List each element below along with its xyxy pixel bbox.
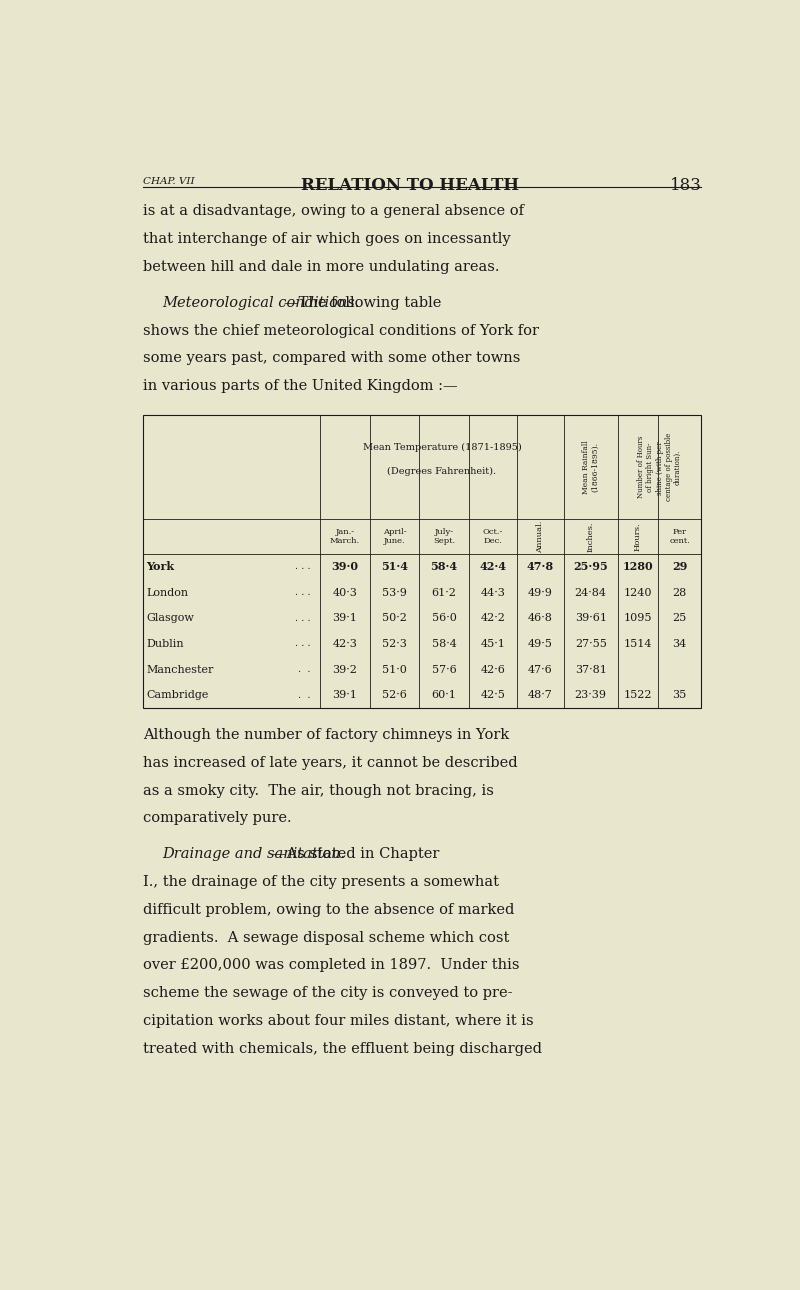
Text: 39·1: 39·1	[333, 613, 358, 623]
Text: Mean Rainfall
(1866-1895).: Mean Rainfall (1866-1895).	[582, 440, 599, 494]
Text: 39·1: 39·1	[333, 690, 358, 700]
Text: April-
June.: April- June.	[382, 528, 406, 546]
Text: . . .: . . .	[295, 562, 310, 571]
Text: 1514: 1514	[623, 639, 652, 649]
Text: cipitation works about four miles distant, where it is: cipitation works about four miles distan…	[143, 1014, 534, 1028]
Text: Jan.-
March.: Jan.- March.	[330, 528, 360, 546]
Text: 42·5: 42·5	[480, 690, 506, 700]
Text: 47·6: 47·6	[528, 664, 553, 675]
Text: .  .: . .	[298, 666, 310, 675]
Text: 34: 34	[673, 639, 687, 649]
Text: difficult problem, owing to the absence of marked: difficult problem, owing to the absence …	[143, 903, 514, 917]
Text: as a smoky city.  The air, though not bracing, is: as a smoky city. The air, though not bra…	[143, 783, 494, 797]
Text: 42·6: 42·6	[480, 664, 506, 675]
Text: 61·2: 61·2	[432, 588, 457, 597]
Text: 1280: 1280	[622, 561, 653, 573]
Text: . . .: . . .	[295, 640, 310, 649]
Text: Manchester: Manchester	[146, 664, 214, 675]
Text: has increased of late years, it cannot be described: has increased of late years, it cannot b…	[143, 756, 518, 770]
Text: 49·5: 49·5	[528, 639, 553, 649]
Text: gradients.  A sewage disposal scheme which cost: gradients. A sewage disposal scheme whic…	[143, 930, 510, 944]
Text: in various parts of the United Kingdom :—: in various parts of the United Kingdom :…	[143, 379, 458, 393]
Text: 27·55: 27·55	[574, 639, 606, 649]
Text: that interchange of air which goes on incessantly: that interchange of air which goes on in…	[143, 232, 511, 246]
Text: Glasgow: Glasgow	[146, 613, 194, 623]
Text: 52·3: 52·3	[382, 639, 407, 649]
Text: 56·0: 56·0	[432, 613, 457, 623]
Text: Per
cent.: Per cent.	[670, 528, 690, 546]
Text: CHAP. VII: CHAP. VII	[143, 177, 195, 186]
Text: 39·0: 39·0	[331, 561, 358, 573]
Text: .  .: . .	[298, 690, 310, 699]
Text: Drainage and sanitation.: Drainage and sanitation.	[162, 848, 345, 862]
Text: 37·81: 37·81	[574, 664, 606, 675]
Text: 58·4: 58·4	[432, 639, 457, 649]
Text: 25: 25	[673, 613, 687, 623]
Text: 39·61: 39·61	[574, 613, 606, 623]
Text: 44·3: 44·3	[480, 588, 506, 597]
Text: Number of Hours
of bright Sun-
shine (with per-
centage of possible
duration).: Number of Hours of bright Sun- shine (wi…	[637, 433, 682, 502]
Text: RELATION TO HEALTH: RELATION TO HEALTH	[301, 177, 519, 194]
Text: Mean Temperature (1871-1895): Mean Temperature (1871-1895)	[362, 442, 522, 451]
Text: 25·95: 25·95	[574, 561, 608, 573]
Text: 29: 29	[672, 561, 687, 573]
Text: Inches.: Inches.	[586, 521, 594, 552]
Text: 183: 183	[670, 177, 702, 194]
Text: Meteorological conditions.: Meteorological conditions.	[162, 295, 359, 310]
Text: July-
Sept.: July- Sept.	[433, 528, 455, 546]
Text: Dublin: Dublin	[146, 639, 184, 649]
Text: 1095: 1095	[623, 613, 652, 623]
Text: shows the chief meteorological conditions of York for: shows the chief meteorological condition…	[143, 324, 539, 338]
Text: Hours.: Hours.	[634, 522, 642, 551]
Text: 39·2: 39·2	[333, 664, 358, 675]
Text: 23·39: 23·39	[574, 690, 606, 700]
Text: —The following table: —The following table	[283, 295, 441, 310]
Text: Cambridge: Cambridge	[146, 690, 209, 700]
Text: 57·6: 57·6	[432, 664, 457, 675]
Text: 35: 35	[673, 690, 687, 700]
Text: Although the number of factory chimneys in York: Although the number of factory chimneys …	[143, 728, 510, 742]
Text: 40·3: 40·3	[333, 588, 358, 597]
Text: 1522: 1522	[623, 690, 652, 700]
Text: is at a disadvantage, owing to a general absence of: is at a disadvantage, owing to a general…	[143, 205, 525, 218]
Text: . . .: . . .	[295, 614, 310, 623]
Text: . . .: . . .	[295, 588, 310, 597]
Text: treated with chemicals, the effluent being discharged: treated with chemicals, the effluent bei…	[143, 1042, 542, 1055]
Text: Oct.-
Dec.: Oct.- Dec.	[482, 528, 503, 546]
Text: 60·1: 60·1	[432, 690, 457, 700]
Text: 45·1: 45·1	[480, 639, 506, 649]
Text: 50·2: 50·2	[382, 613, 407, 623]
Bar	[143, 415, 702, 708]
Text: I., the drainage of the city presents a somewhat: I., the drainage of the city presents a …	[143, 875, 499, 889]
Text: over £200,000 was completed in 1897.  Under this: over £200,000 was completed in 1897. Und…	[143, 958, 520, 973]
Text: 24·84: 24·84	[574, 588, 606, 597]
Text: 49·9: 49·9	[528, 588, 553, 597]
Text: 47·8: 47·8	[526, 561, 554, 573]
Text: 1240: 1240	[623, 588, 652, 597]
Text: —As stated in Chapter: —As stated in Chapter	[272, 848, 440, 862]
Text: Annual.: Annual.	[536, 521, 544, 553]
Text: 51·0: 51·0	[382, 664, 407, 675]
Text: some years past, compared with some other towns: some years past, compared with some othe…	[143, 351, 521, 365]
Text: 58·4: 58·4	[430, 561, 458, 573]
Text: London: London	[146, 588, 189, 597]
Text: 51·4: 51·4	[381, 561, 408, 573]
Text: 42·2: 42·2	[480, 613, 506, 623]
Text: between hill and dale in more undulating areas.: between hill and dale in more undulating…	[143, 261, 500, 273]
Text: scheme the sewage of the city is conveyed to pre-: scheme the sewage of the city is conveye…	[143, 986, 513, 1000]
Text: 48·7: 48·7	[528, 690, 553, 700]
Text: 42·4: 42·4	[479, 561, 506, 573]
Text: (Degrees Fahrenheit).: (Degrees Fahrenheit).	[387, 467, 497, 476]
Text: comparatively pure.: comparatively pure.	[143, 811, 292, 826]
Text: 46·8: 46·8	[528, 613, 553, 623]
Text: 53·9: 53·9	[382, 588, 407, 597]
Text: 52·6: 52·6	[382, 690, 407, 700]
Text: 28: 28	[673, 588, 687, 597]
Text: York: York	[146, 561, 174, 573]
Text: 42·3: 42·3	[333, 639, 358, 649]
